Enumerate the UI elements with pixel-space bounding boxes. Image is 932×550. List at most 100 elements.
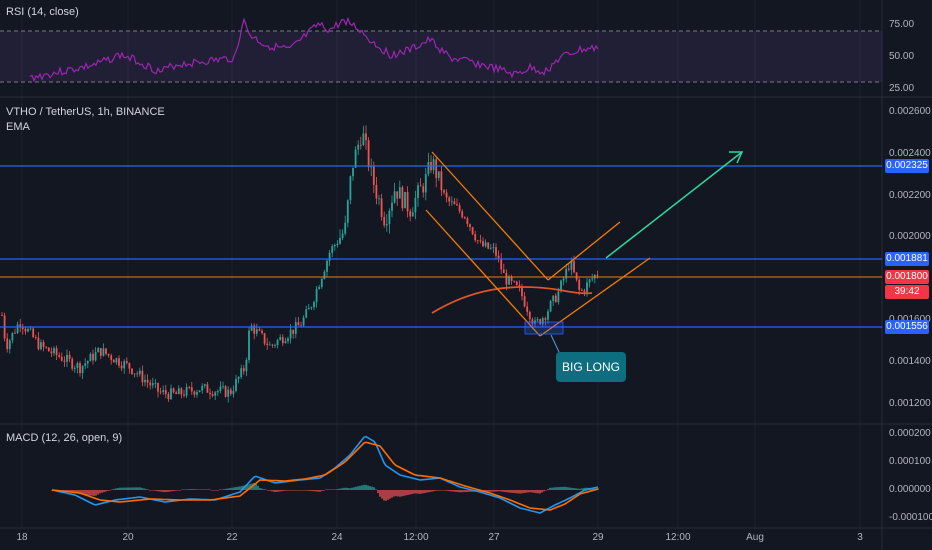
macd-histogram-bar — [343, 487, 345, 490]
macd-histogram-bar — [85, 490, 87, 495]
candle-body — [385, 224, 388, 226]
channel-upper-line[interactable] — [431, 151, 549, 281]
macd-histogram-bar — [135, 487, 137, 490]
candle-body — [227, 389, 230, 397]
candle-body — [409, 211, 412, 217]
candle-body — [313, 302, 315, 308]
candle-body — [326, 260, 328, 272]
ascending-channel-lower[interactable] — [539, 257, 651, 337]
candle-body — [427, 161, 430, 175]
macd-histogram-bar — [333, 489, 335, 490]
macd-histogram-bar — [395, 490, 397, 497]
candle-body — [411, 212, 414, 217]
candle-body — [513, 280, 516, 282]
macd-histogram-bar — [183, 489, 185, 490]
macd-histogram-bar — [499, 490, 501, 492]
candle-body — [339, 238, 341, 244]
price-tick: 0.002600 — [889, 106, 931, 117]
macd-histogram-bar — [187, 489, 189, 490]
macd-histogram-bar — [505, 490, 507, 493]
macd-histogram-bar — [583, 487, 585, 490]
candle-body — [487, 242, 490, 249]
macd-histogram-bar — [335, 489, 337, 490]
candle-body — [149, 382, 152, 386]
macd-histogram-bar — [109, 490, 111, 491]
macd-histogram-bar — [423, 490, 425, 494]
big-long-callout[interactable]: BIG LONG — [556, 352, 626, 382]
candle-body — [331, 246, 334, 253]
candle-body — [53, 348, 55, 354]
macd-histogram-bar — [323, 490, 325, 491]
candle-body — [505, 272, 508, 285]
macd-histogram-bar — [71, 490, 73, 492]
macd-histogram-bar — [339, 488, 341, 490]
macd-histogram-bar — [261, 488, 263, 490]
candle-body — [6, 338, 9, 349]
candle-body — [141, 370, 144, 383]
macd-histogram-bar — [283, 490, 285, 491]
candle-body — [419, 185, 422, 187]
ascending-channel-upper[interactable] — [547, 221, 621, 281]
macd-histogram-bar — [209, 489, 211, 490]
macd-histogram-bar — [523, 490, 525, 494]
candle-body — [193, 391, 196, 395]
macd-histogram-bar — [75, 490, 77, 493]
candle-body — [510, 276, 513, 281]
candle-body — [63, 360, 66, 362]
macd-histogram-bar — [351, 487, 353, 490]
macd-histogram-bar — [309, 490, 311, 491]
macd-histogram-bar — [375, 489, 377, 490]
target-arrow[interactable] — [605, 151, 743, 259]
macd-histogram-bar — [411, 490, 413, 495]
macd-histogram-bar — [319, 490, 321, 492]
macd-histogram-bar — [151, 490, 153, 491]
macd-histogram-bar — [73, 490, 75, 493]
macd-histogram-bar — [545, 490, 547, 491]
rsi-line — [29, 16, 599, 83]
macd-histogram-bar — [83, 490, 85, 495]
candle-body — [37, 337, 40, 350]
candle-body — [76, 363, 79, 368]
macd-histogram-bar — [211, 490, 213, 491]
macd-histogram-bar — [101, 490, 103, 493]
macd-histogram-bar — [181, 489, 183, 490]
candle-body — [336, 243, 339, 245]
candle-body — [417, 185, 419, 198]
candle-body — [136, 373, 139, 375]
macd-histogram-bar — [257, 485, 259, 490]
candle-body — [94, 352, 97, 361]
macd-histogram-bar — [207, 489, 209, 490]
macd-histogram-bar — [389, 490, 391, 499]
price-tick: 0.001400 — [889, 356, 931, 367]
macd-histogram-bar — [455, 490, 457, 492]
candle-body — [307, 308, 310, 310]
macd-histogram-bar — [179, 490, 181, 491]
candle-body — [318, 286, 321, 290]
candle-body — [279, 337, 282, 341]
low-highlight-box[interactable] — [524, 321, 564, 335]
macd-histogram-bar — [149, 490, 151, 491]
macd-histogram-bar — [89, 490, 91, 496]
candle-body — [378, 198, 380, 200]
candle-body — [500, 258, 503, 270]
candle-body — [375, 185, 378, 199]
macd-histogram-bar — [331, 489, 333, 490]
macd-histogram-bar — [279, 490, 281, 492]
candle-body — [575, 272, 578, 280]
candle-body — [346, 200, 349, 223]
macd-histogram-bar — [367, 485, 369, 490]
candle-body — [372, 165, 375, 186]
macd-histogram-bar — [447, 490, 449, 491]
macd-histogram-bar — [415, 490, 417, 494]
candle-body — [235, 379, 237, 391]
macd-histogram-bar — [195, 489, 197, 490]
macd-histogram-bar — [511, 490, 513, 493]
channel-lower-line[interactable] — [425, 209, 541, 337]
candle-body — [565, 268, 568, 279]
macd-histogram-bar — [361, 485, 363, 490]
candle-body — [32, 328, 35, 338]
candle-body — [146, 379, 149, 383]
candle-body — [557, 291, 560, 303]
macd-histogram-bar — [593, 488, 595, 490]
